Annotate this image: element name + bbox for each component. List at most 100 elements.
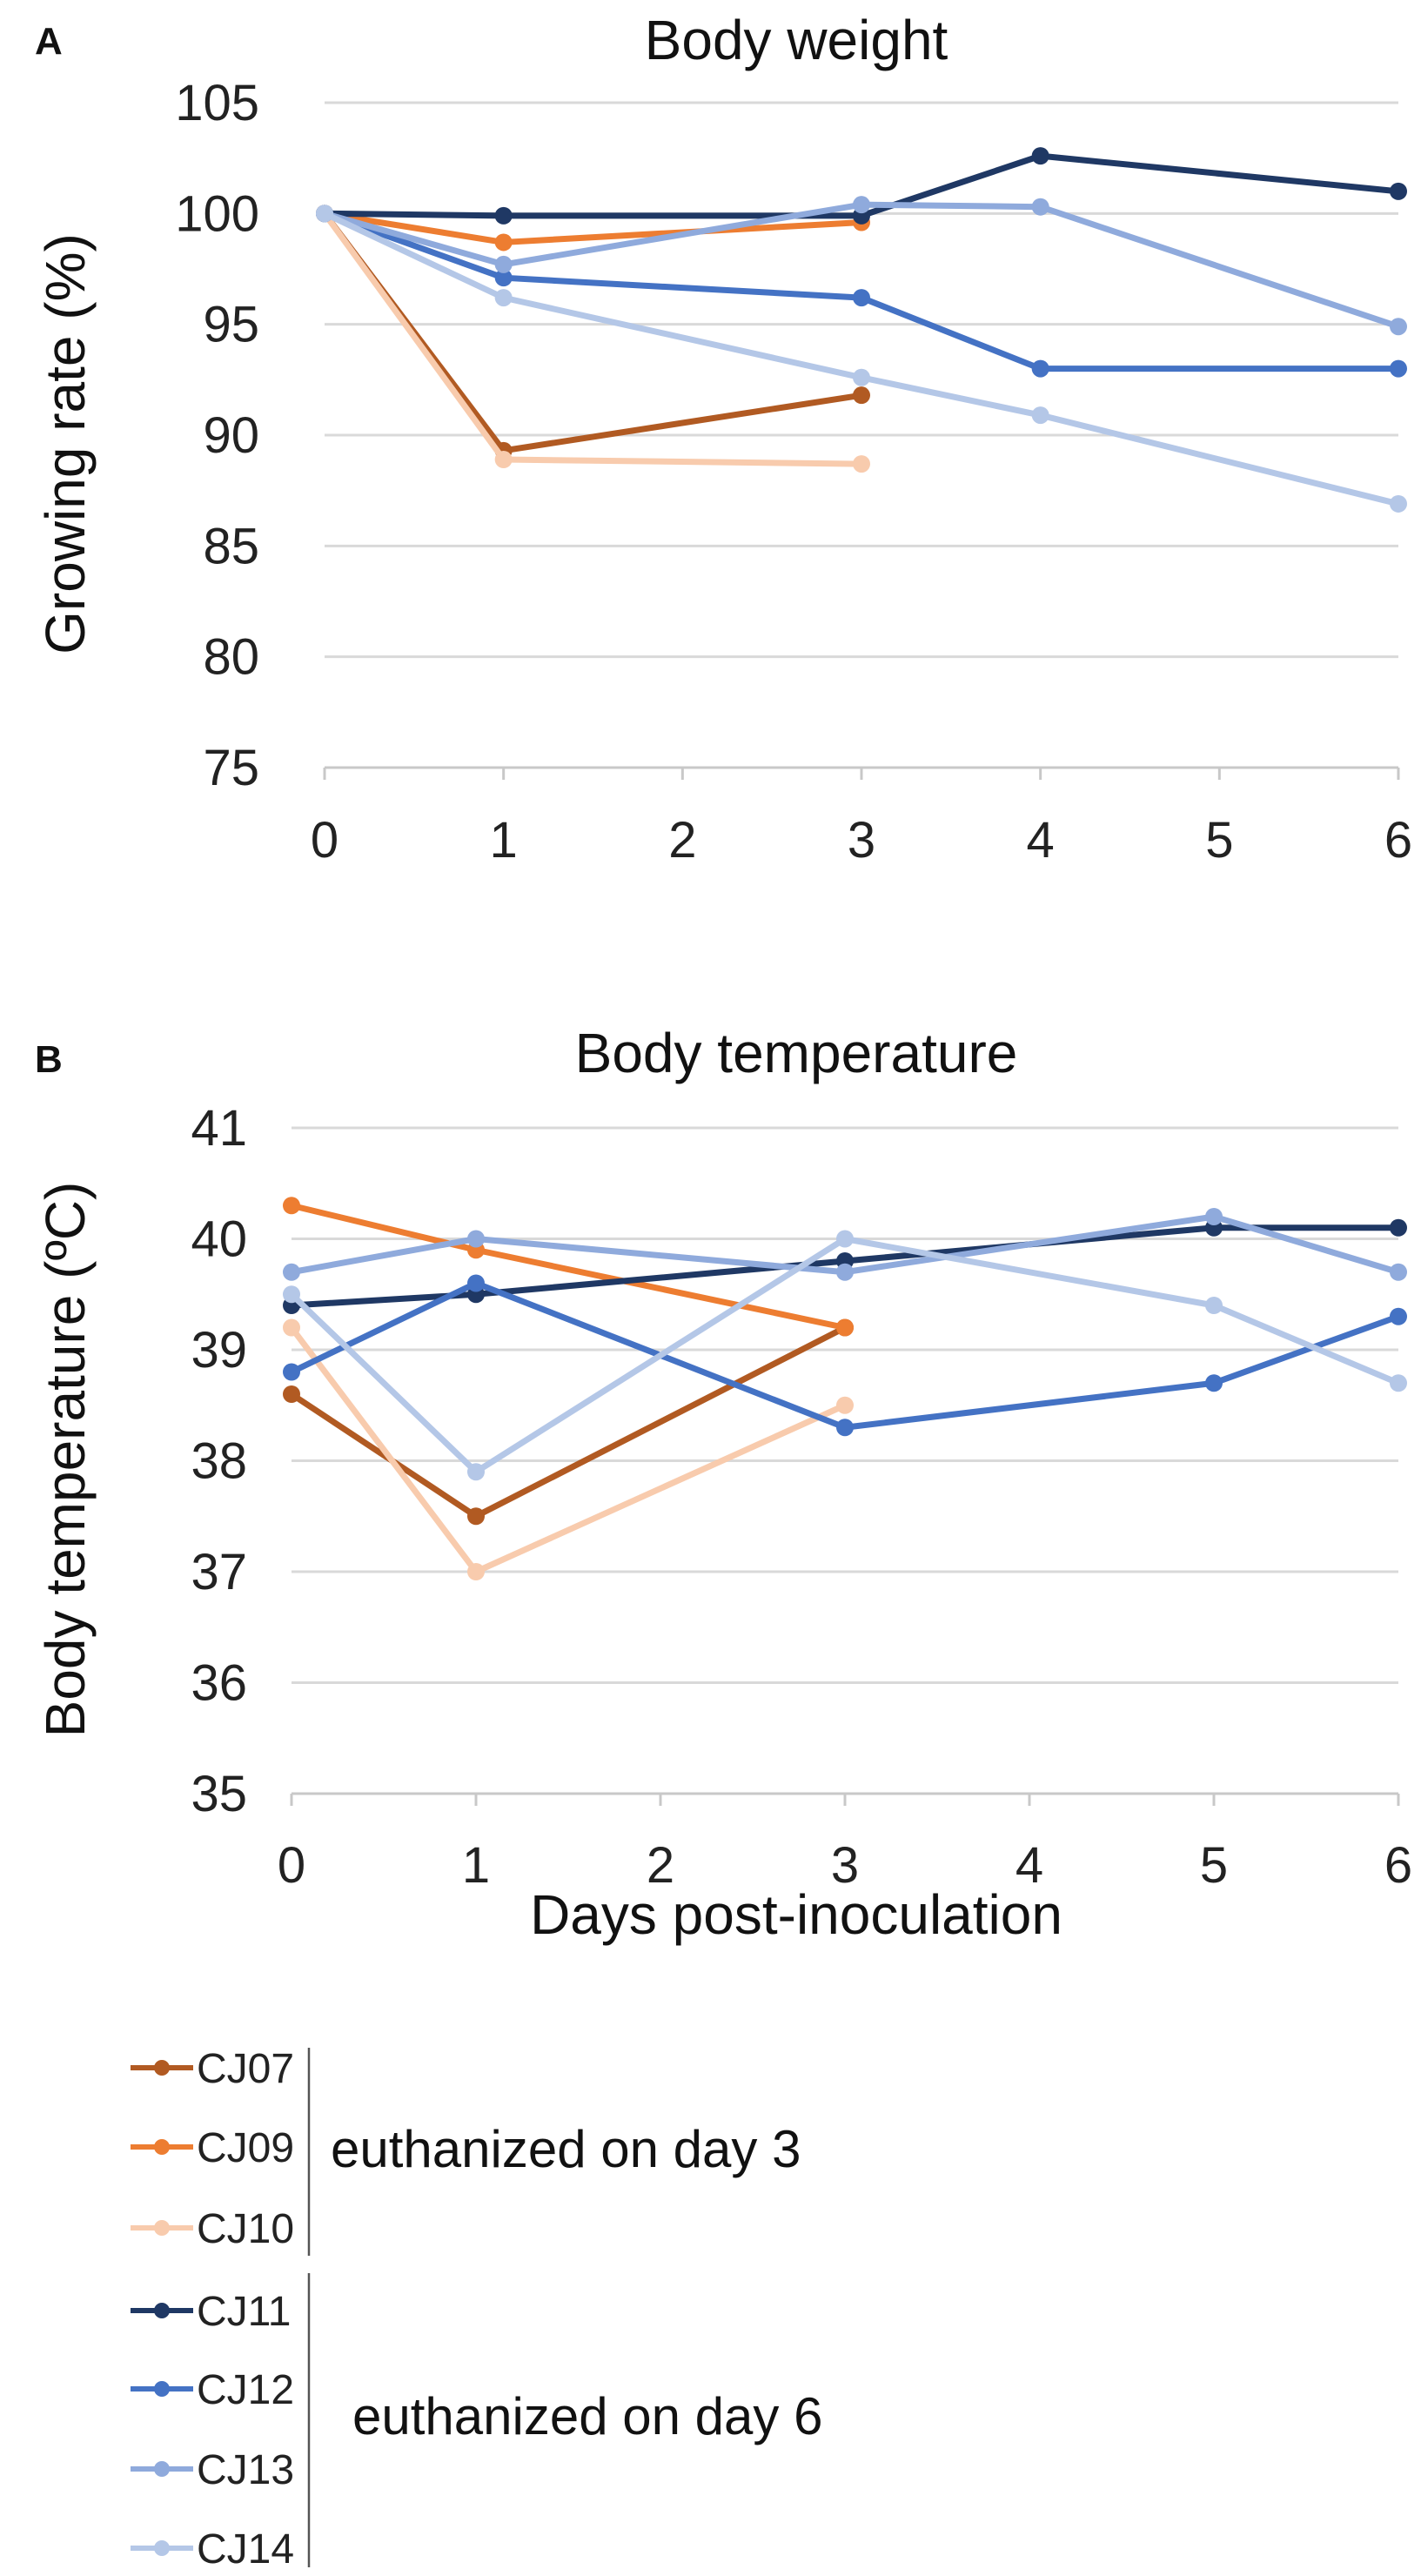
panel-a-x-tick-label-2: 2 xyxy=(668,812,696,869)
panel-b-y-tick-label-37: 37 xyxy=(191,1544,247,1600)
panel-a-x-tick-label-1: 1 xyxy=(490,812,518,869)
panel-a-y-tick-label-85: 85 xyxy=(203,518,259,574)
data-point-cj14-day-3 xyxy=(836,1230,854,1248)
data-point-cj12-day-3 xyxy=(853,289,870,307)
panel-letter-b: B xyxy=(35,1038,63,1081)
data-point-cj12-day-1 xyxy=(494,269,513,287)
data-point-cj11-day-1 xyxy=(494,206,513,225)
panel-a-x-tick-label-5: 5 xyxy=(1205,812,1233,869)
data-point-cj09-day-3 xyxy=(836,1318,854,1337)
panel-a-title: Body weight xyxy=(645,9,948,71)
legend-item-cj12: CJ12 xyxy=(131,2367,294,2413)
legend-label-cj13: CJ13 xyxy=(197,2447,294,2493)
data-point-cj13-day-5 xyxy=(1205,1208,1223,1225)
panel-a-x-tick-label-4: 4 xyxy=(1027,812,1055,869)
data-point-cj14-day-6 xyxy=(1390,494,1407,513)
data-point-cj12-day-1 xyxy=(467,1274,485,1292)
legend-item-cj09: CJ09 xyxy=(131,2125,294,2171)
panel-b-x-tick-label-2: 2 xyxy=(647,1837,674,1894)
legend-label-cj09: CJ09 xyxy=(197,2125,294,2171)
panel-a-series-cj14 xyxy=(316,205,1407,513)
panel-a-y-tick-label-100: 100 xyxy=(175,185,259,242)
legend-item-cj11: CJ11 xyxy=(131,2289,292,2335)
panel-a-y-tick-label-75: 75 xyxy=(203,740,259,796)
panel-b-x-tick-label-1: 1 xyxy=(462,1837,490,1894)
panel-b-x-tick-label-4: 4 xyxy=(1015,1837,1043,1894)
data-point-cj11-day-6 xyxy=(1390,1218,1407,1237)
data-point-cj09-day-0 xyxy=(283,1197,300,1215)
panel-b-x-tick-label-3: 3 xyxy=(831,1837,859,1894)
data-point-cj12-day-6 xyxy=(1390,359,1407,378)
panel-b-y-tick-label-41: 41 xyxy=(191,1100,247,1157)
data-point-cj12-day-0 xyxy=(283,1363,300,1381)
legend-item-cj07: CJ07 xyxy=(131,2046,294,2092)
panel-b-series-cj14 xyxy=(283,1230,1407,1481)
legend-label-cj10: CJ10 xyxy=(197,2206,294,2252)
legend-item-cj14: CJ14 xyxy=(131,2526,294,2573)
panel-a-x-tick-label-0: 0 xyxy=(311,812,338,869)
data-point-cj12-day-5 xyxy=(1205,1374,1223,1392)
panel-letter-a: A xyxy=(35,20,63,63)
legend: euthanized on day 3 euthanized on day 6 … xyxy=(131,2046,822,2573)
panel-b-y-tick-label-38: 38 xyxy=(191,1433,247,1490)
data-point-cj13-day-1 xyxy=(494,255,513,273)
legend-group-label-day6: euthanized on day 6 xyxy=(352,2387,822,2445)
data-point-cj13-day-4 xyxy=(1031,198,1049,216)
panel-b-y-tick-label-39: 39 xyxy=(191,1322,247,1379)
data-point-cj14-day-1 xyxy=(467,1463,485,1481)
panel-b-x-tick-label-5: 5 xyxy=(1200,1837,1228,1894)
panel-b-y-tick-label-36: 36 xyxy=(191,1655,247,1712)
series-line-cj07 xyxy=(288,1325,848,1519)
legend-marker-cj07 xyxy=(154,2060,170,2076)
panel-a-y-tick-label-95: 95 xyxy=(203,297,259,353)
legend-marker-cj13 xyxy=(154,2461,170,2477)
data-point-cj11-day-6 xyxy=(1390,182,1407,200)
data-point-cj14-day-6 xyxy=(1390,1374,1407,1392)
panel-b-series-cj10 xyxy=(283,1318,854,1580)
panel-a-y-axis-title: Growing rate (%) xyxy=(34,233,97,654)
data-point-cj13-day-0 xyxy=(283,1263,300,1281)
data-point-cj12-day-4 xyxy=(1031,359,1049,378)
legend-marker-cj14 xyxy=(154,2540,170,2556)
panel-a-y-tick-label-105: 105 xyxy=(175,75,259,131)
data-point-cj13-day-3 xyxy=(836,1263,854,1281)
data-point-cj14-day-3 xyxy=(853,368,870,386)
data-point-cj13-day-1 xyxy=(467,1230,485,1248)
panel-a-x-tick-label-3: 3 xyxy=(848,812,875,869)
data-point-cj14-day-5 xyxy=(1205,1297,1223,1314)
data-point-cj13-day-3 xyxy=(853,196,870,214)
legend-marker-cj11 xyxy=(154,2303,170,2318)
data-point-cj12-day-3 xyxy=(836,1419,854,1437)
panel-b-series-cj12 xyxy=(283,1274,1407,1437)
legend-item-cj10: CJ10 xyxy=(131,2206,294,2252)
panel-b-series-cj13 xyxy=(283,1208,1407,1281)
data-point-cj14-day-4 xyxy=(1031,406,1049,425)
panel-a-series-cj10 xyxy=(316,205,870,473)
panel-b-y-axis-title: Body temperature (ºC) xyxy=(34,1182,97,1738)
legend-label-cj07: CJ07 xyxy=(197,2046,294,2092)
legend-group-label-day3: euthanized on day 3 xyxy=(331,2120,801,2178)
panel-b-x-axis-title: Days post-inoculation xyxy=(530,1883,1062,1946)
data-point-cj10-day-1 xyxy=(467,1563,485,1580)
panel-a-x-tick-label-6: 6 xyxy=(1384,812,1412,869)
panel-a-y-tick-label-90: 90 xyxy=(203,407,259,464)
legend-marker-cj12 xyxy=(154,2381,170,2397)
panel-b-x-tick-label-0: 0 xyxy=(278,1837,305,1894)
legend-item-cj13: CJ13 xyxy=(131,2447,294,2493)
legend-label-cj12: CJ12 xyxy=(197,2367,294,2413)
panel-a-series-cj12 xyxy=(316,205,1407,378)
panel-b-body-temperature-chart: B Body temperature Body temperature (ºC)… xyxy=(34,1022,1412,1946)
panel-b-x-tick-label-6: 6 xyxy=(1384,1837,1412,1894)
data-point-cj12-day-6 xyxy=(1390,1307,1407,1325)
data-point-cj13-day-6 xyxy=(1390,1263,1407,1281)
legend-label-cj14: CJ14 xyxy=(197,2526,294,2573)
data-point-cj09-day-1 xyxy=(494,233,513,252)
data-point-cj11-day-4 xyxy=(1031,147,1049,165)
panel-b-series-cj09 xyxy=(283,1197,854,1337)
legend-marker-cj09 xyxy=(154,2139,170,2155)
panel-a-body-weight-chart: A Body weight Growing rate (%) 75 80 85 90 9… xyxy=(34,9,1412,869)
data-point-cj10-day-1 xyxy=(494,451,513,469)
legend-label-cj11: CJ11 xyxy=(197,2289,292,2335)
data-point-cj14-day-1 xyxy=(494,289,513,307)
